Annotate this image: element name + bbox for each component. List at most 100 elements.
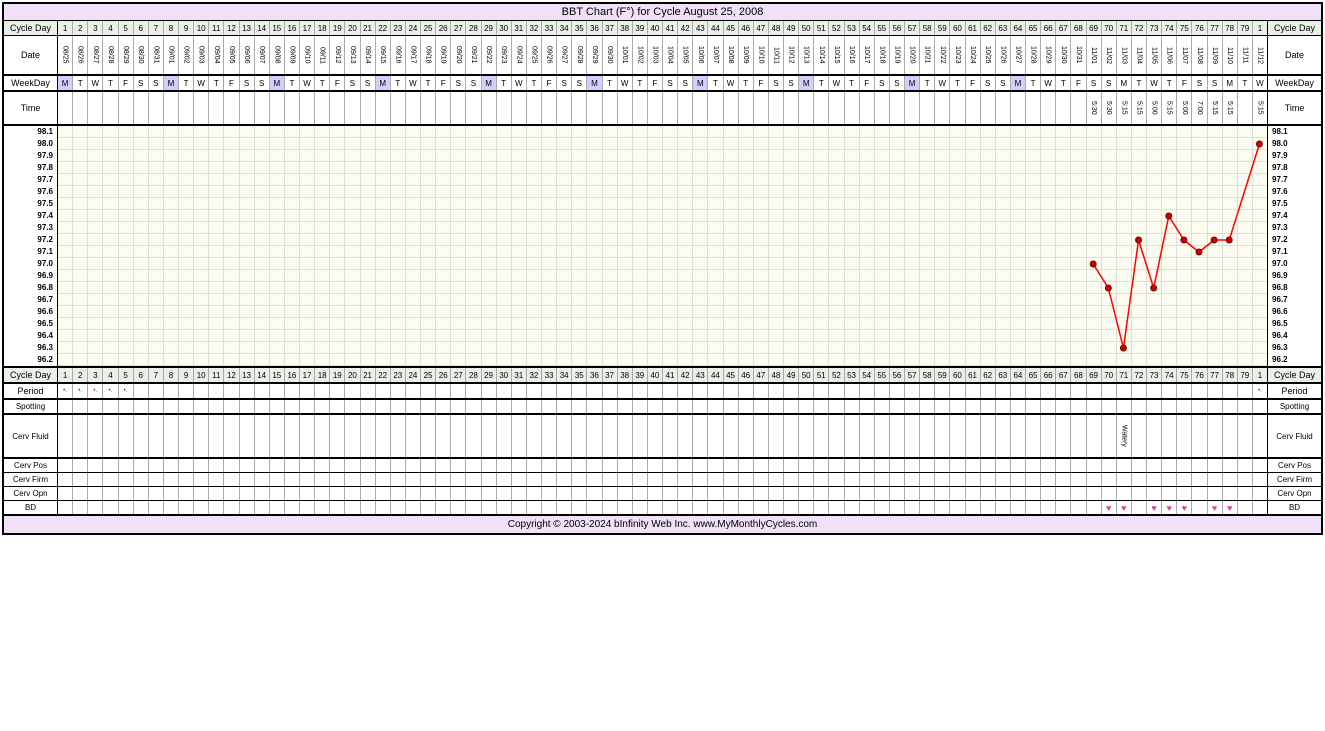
cervopn-cells-cell <box>58 487 73 500</box>
period-cells-cell <box>814 384 829 398</box>
time-cells-cell <box>497 92 512 124</box>
period-cells-cell <box>451 384 466 398</box>
cervfluid-cells-cell <box>1162 415 1177 457</box>
cervfirm-cells-cell <box>739 473 754 486</box>
cervfluid-cells-cell <box>1011 415 1026 457</box>
date-cells-cell: 09/06 <box>240 36 255 74</box>
date-cells-cell: 10/04 <box>663 36 678 74</box>
bd-cells-cell <box>966 501 981 514</box>
cervfluid-cells-cell <box>1208 415 1223 457</box>
bd-cells-cell <box>920 501 935 514</box>
weekday-cells-cell: T <box>1162 76 1177 90</box>
time-cells-cell <box>300 92 315 124</box>
weekday-cells-cell: S <box>981 76 996 90</box>
weekday-cells-cell: S <box>996 76 1011 90</box>
bd-cells-cell <box>209 501 224 514</box>
cervopn-cells-cell <box>330 487 345 500</box>
date-cells-cell: 09/08 <box>270 36 285 74</box>
cervfirm-cells-cell <box>542 473 557 486</box>
temp-axis-label-left: 96.6 <box>4 306 58 318</box>
cervfluid-cells-cell <box>134 415 149 457</box>
time-cells-cell <box>466 92 481 124</box>
time-cells-cell <box>345 92 360 124</box>
time-cells-cell <box>950 92 965 124</box>
bbt-chart: BBT Chart (F°) for Cycle August 25, 2008… <box>2 2 1323 535</box>
cervopn-cells-cell <box>814 487 829 500</box>
cervpos-cells-cell <box>482 459 497 472</box>
bd-cells-cell <box>134 501 149 514</box>
cervpos-cells-cell <box>1056 459 1071 472</box>
cycleday-cells-bottom-cell: 60 <box>950 368 965 382</box>
bd-cells-cell <box>194 501 209 514</box>
cervfluid-cells-cell <box>451 415 466 457</box>
time-cells-cell: 5:15 <box>1208 92 1223 124</box>
cervfluid-cells-cell <box>119 415 134 457</box>
cervpos-cells-cell <box>996 459 1011 472</box>
bd-cells-cell: ♥ <box>1102 501 1117 514</box>
cycleday-cells-bottom-cell: 22 <box>376 368 391 382</box>
cervfirm-cells-cell <box>769 473 784 486</box>
spotting-cells-cell <box>255 400 270 413</box>
time-cells-cell <box>1056 92 1071 124</box>
period-cells-cell: •. <box>73 384 88 398</box>
cycleday-cells-top-cell: 65 <box>1026 21 1041 35</box>
cervfluid-cells-cell <box>88 415 103 457</box>
cycleday-cells-top-cell: 51 <box>814 21 829 35</box>
cycleday-cells-top-cell: 56 <box>890 21 905 35</box>
spotting-cells-cell <box>966 400 981 413</box>
period-cells-cell <box>875 384 890 398</box>
cervopn-cells-cell <box>73 487 88 500</box>
period-cells-cell <box>179 384 194 398</box>
spotting-cells-cell <box>194 400 209 413</box>
spotting-cells-cell <box>1192 400 1207 413</box>
temp-axis-label-left: 96.8 <box>4 282 58 294</box>
cervpos-cells-cell <box>255 459 270 472</box>
cervfirm-cells-cell <box>376 473 391 486</box>
cycleday-cells-top-cell: 42 <box>678 21 693 35</box>
cervopn-cells-cell <box>1162 487 1177 500</box>
cervopn-cells-cell <box>1177 487 1192 500</box>
cycleday-cells-bottom-cell: 26 <box>436 368 451 382</box>
cycleday-row-top: Cycle Day 123456789101112131415161718192… <box>4 21 1321 36</box>
cycleday-cells-top-cell: 71 <box>1117 21 1132 35</box>
cycleday-cells-top-cell: 14 <box>255 21 270 35</box>
spotting-cells-cell <box>814 400 829 413</box>
cervfirm-cells-cell <box>119 473 134 486</box>
bd-cells-cell <box>119 501 134 514</box>
cervfluid-cells-cell <box>724 415 739 457</box>
weekday-cells-cell: T <box>1056 76 1071 90</box>
cervfirm-cells-cell <box>73 473 88 486</box>
cervpos-cells-cell <box>527 459 542 472</box>
spotting-cells-cell <box>603 400 618 413</box>
period-cells-cell <box>1041 384 1056 398</box>
cycleday-cells-top-cell: 79 <box>1238 21 1253 35</box>
cervpos-cells-cell <box>285 459 300 472</box>
bd-cells-cell <box>603 501 618 514</box>
period-cells-cell <box>935 384 950 398</box>
spotting-cells-cell <box>1238 400 1253 413</box>
date-label-left: Date <box>4 36 58 74</box>
period-cells-cell <box>829 384 844 398</box>
time-cells-cell <box>285 92 300 124</box>
spotting-cells-cell <box>270 400 285 413</box>
period-cells-cell <box>270 384 285 398</box>
weekday-cells-cell: W <box>1041 76 1056 90</box>
date-cells-cell: 09/12 <box>330 36 345 74</box>
time-cells-cell <box>618 92 633 124</box>
cycleday-cells-top-cell: 55 <box>875 21 890 35</box>
cervpos-cells-cell <box>572 459 587 472</box>
date-cells-cell: 11/02 <box>1102 36 1117 74</box>
cervfirm-label-left: Cerv Firm <box>4 473 58 486</box>
cervopn-cells-cell <box>603 487 618 500</box>
cervpos-label-right: Cerv Pos <box>1267 459 1321 472</box>
cervopn-cells-cell <box>164 487 179 500</box>
cervopn-label-right: Cerv Opn <box>1267 487 1321 500</box>
date-cells-cell: 09/10 <box>300 36 315 74</box>
cervfluid-cells-cell <box>1177 415 1192 457</box>
cycleday-cells-bottom-cell: 6 <box>134 368 149 382</box>
cervopn-cells-cell <box>572 487 587 500</box>
spotting-cells-cell <box>950 400 965 413</box>
weekday-cells-cell: F <box>648 76 663 90</box>
period-cells-cell <box>557 384 572 398</box>
period-cells-cell <box>1223 384 1238 398</box>
